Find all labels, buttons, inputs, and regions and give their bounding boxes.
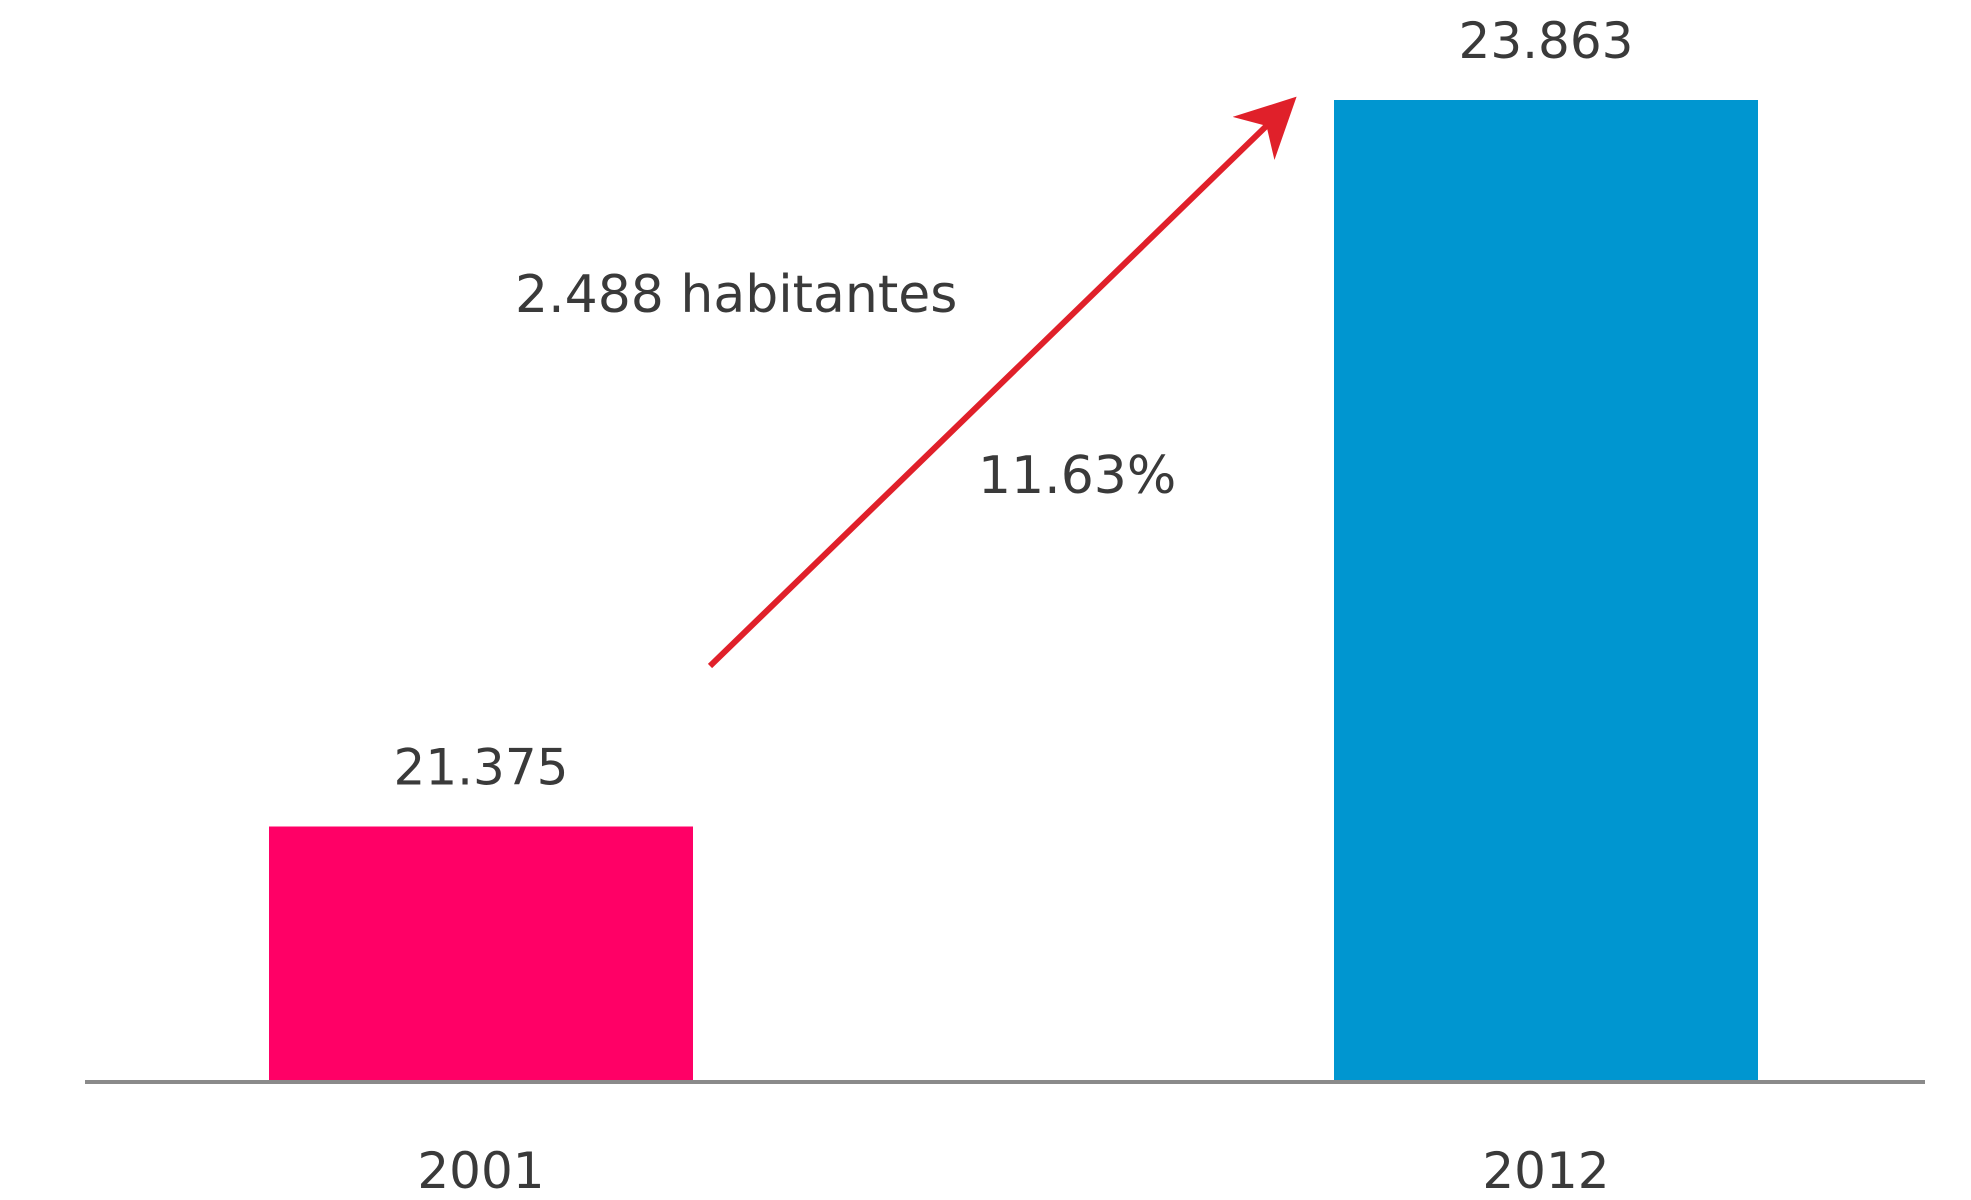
growth-arrow xyxy=(707,96,1297,669)
bar-value-label-2001: 21.375 xyxy=(394,739,569,797)
bar-2012 xyxy=(1334,100,1758,1082)
annotation-percentage: 11.63% xyxy=(978,446,1176,506)
bars-layer xyxy=(269,100,1758,1082)
annotation-habitantes: 2.488 habitantes xyxy=(515,265,957,325)
x-tick-label-2001: 2001 xyxy=(417,1142,544,1200)
x-tick-label-2012: 2012 xyxy=(1482,1142,1609,1200)
bar-value-label-2012: 23.863 xyxy=(1459,12,1634,70)
labels-layer: 21.375 2001 23.863 2012 xyxy=(394,12,1634,1200)
bar-2001 xyxy=(269,826,693,1082)
